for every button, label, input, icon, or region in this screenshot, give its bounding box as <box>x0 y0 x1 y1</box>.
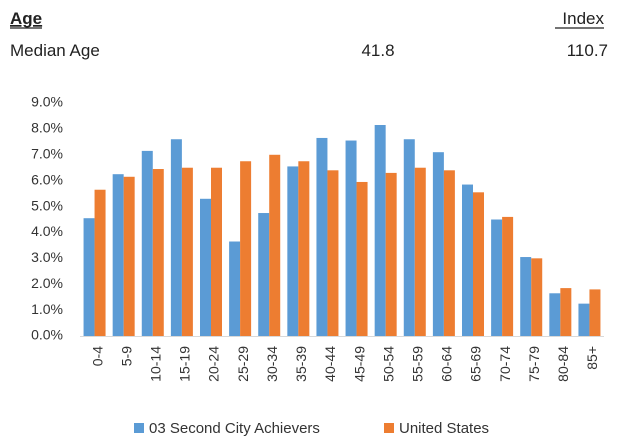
y-tick-label: 0.0% <box>31 327 63 343</box>
y-tick-label: 7.0% <box>31 145 63 161</box>
x-tick-label: 70-74 <box>497 346 513 382</box>
bar <box>211 167 222 336</box>
bar <box>374 125 386 336</box>
bar <box>356 181 368 336</box>
x-tick-label: 45-49 <box>351 346 367 382</box>
bar <box>414 167 426 336</box>
x-tick-label: 40-44 <box>322 346 338 382</box>
bar <box>403 139 415 336</box>
section-title: Age <box>10 9 42 28</box>
y-tick-label: 9.0% <box>31 94 63 110</box>
bar <box>170 139 182 336</box>
x-tick-label: 5-9 <box>118 346 134 366</box>
bar <box>229 241 241 336</box>
y-tick-label: 2.0% <box>31 275 63 291</box>
legend-swatch <box>134 423 144 433</box>
bar <box>94 189 106 336</box>
bar <box>316 137 328 336</box>
legend-label: 03 Second City Achievers <box>149 420 320 437</box>
bar <box>578 303 590 336</box>
bar <box>432 152 444 336</box>
bar <box>181 167 193 336</box>
x-tick-label: 65-69 <box>468 346 484 382</box>
x-tick-label: 55-59 <box>409 346 425 382</box>
bar <box>462 184 473 336</box>
bar <box>298 161 310 336</box>
bar <box>240 161 252 336</box>
row-index: 110.7 <box>567 41 608 60</box>
x-tick-label: 85+ <box>584 346 600 370</box>
bar <box>520 257 532 336</box>
bar <box>589 289 601 336</box>
legend-swatch <box>384 423 394 433</box>
row-label: Median Age <box>10 41 100 60</box>
x-tick-label: 20-24 <box>206 346 222 382</box>
x-tick-label: 0-4 <box>89 346 105 366</box>
x-tick-label: 25-29 <box>235 346 251 382</box>
bar <box>287 166 299 336</box>
bar <box>443 170 455 336</box>
bar <box>502 216 514 336</box>
x-tick-label: 60-64 <box>439 346 455 382</box>
y-tick-label: 1.0% <box>31 301 63 317</box>
y-tick-label: 5.0% <box>31 197 63 213</box>
x-tick-label: 35-39 <box>293 346 309 382</box>
bar <box>327 170 339 336</box>
y-tick-label: 6.0% <box>31 171 63 187</box>
x-tick-label: 30-34 <box>264 346 280 382</box>
x-tick-label: 10-14 <box>147 346 163 382</box>
bar <box>200 198 211 336</box>
bar <box>112 174 124 336</box>
x-tick-label: 15-19 <box>177 346 193 382</box>
x-tick-label: 50-54 <box>380 346 396 382</box>
index-header: Index <box>562 9 604 28</box>
y-tick-label: 3.0% <box>31 249 63 265</box>
row-value: 41.8 <box>361 41 394 60</box>
bar <box>560 288 572 336</box>
y-tick-label: 8.0% <box>31 120 63 136</box>
bar <box>141 150 153 336</box>
bar <box>83 218 95 336</box>
x-tick-label: 75-79 <box>526 346 542 382</box>
bar <box>491 219 503 336</box>
bar <box>152 169 164 336</box>
bar <box>258 213 270 336</box>
bar <box>531 258 543 336</box>
x-tick-label: 80-84 <box>555 346 571 382</box>
bar <box>473 192 484 336</box>
bar <box>123 176 135 336</box>
bar <box>345 140 357 336</box>
y-tick-label: 4.0% <box>31 223 63 239</box>
bar <box>549 293 561 336</box>
bar <box>269 154 281 336</box>
bar <box>385 172 397 336</box>
legend-label: United States <box>399 420 489 437</box>
